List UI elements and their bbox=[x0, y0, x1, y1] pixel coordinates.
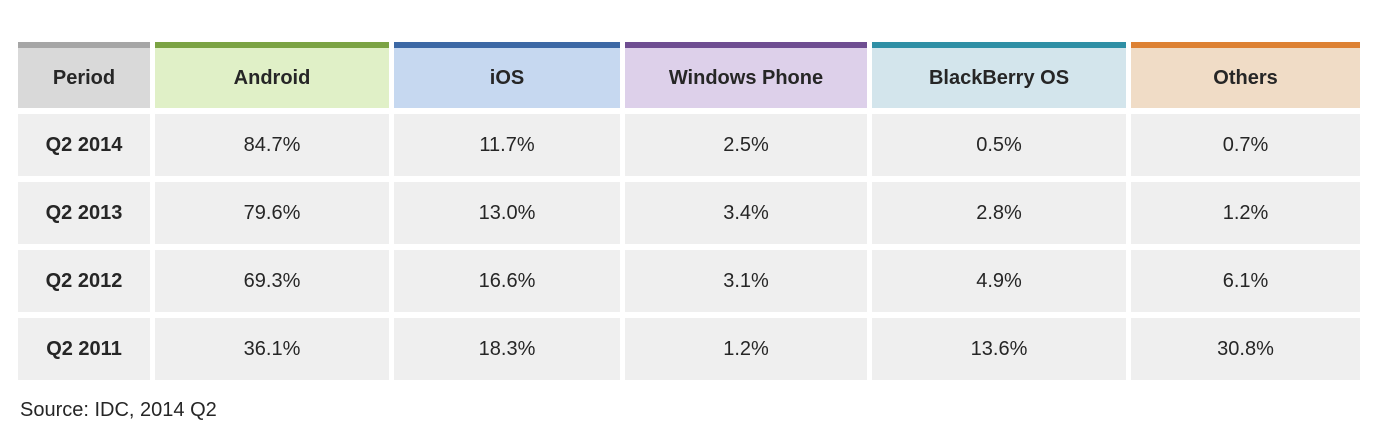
column-header-blackberry-os: BlackBerry OS bbox=[872, 42, 1126, 108]
column-header-period: Period bbox=[18, 42, 150, 108]
period-cell: Q2 2012 bbox=[18, 250, 150, 312]
market-share-table: Period Android iOS Windows Phone BlackBe… bbox=[13, 36, 1365, 386]
period-cell: Q2 2013 bbox=[18, 182, 150, 244]
value-cell-android: 79.6% bbox=[155, 182, 389, 244]
period-cell: Q2 2014 bbox=[18, 114, 150, 176]
value-cell-ios: 16.6% bbox=[394, 250, 620, 312]
value-cell-windows-phone: 3.4% bbox=[625, 182, 867, 244]
value-cell-others: 1.2% bbox=[1131, 182, 1360, 244]
value-cell-android: 36.1% bbox=[155, 318, 389, 380]
table-row: Q2 2011 36.1% 18.3% 1.2% 13.6% 30.8% bbox=[18, 318, 1360, 380]
column-header-others: Others bbox=[1131, 42, 1360, 108]
source-note: Source: IDC, 2014 Q2 bbox=[20, 399, 217, 421]
value-cell-android: 84.7% bbox=[155, 114, 389, 176]
value-cell-ios: 11.7% bbox=[394, 114, 620, 176]
value-cell-ios: 18.3% bbox=[394, 318, 620, 380]
value-cell-blackberry-os: 2.8% bbox=[872, 182, 1126, 244]
value-cell-android: 69.3% bbox=[155, 250, 389, 312]
value-cell-others: 6.1% bbox=[1131, 250, 1360, 312]
value-cell-ios: 13.0% bbox=[394, 182, 620, 244]
table-row: Q2 2014 84.7% 11.7% 2.5% 0.5% 0.7% bbox=[18, 114, 1360, 176]
column-header-ios: iOS bbox=[394, 42, 620, 108]
table-row: Q2 2013 79.6% 13.0% 3.4% 2.8% 1.2% bbox=[18, 182, 1360, 244]
value-cell-windows-phone: 2.5% bbox=[625, 114, 867, 176]
value-cell-others: 0.7% bbox=[1131, 114, 1360, 176]
value-cell-blackberry-os: 13.6% bbox=[872, 318, 1126, 380]
value-cell-blackberry-os: 4.9% bbox=[872, 250, 1126, 312]
column-header-windows-phone: Windows Phone bbox=[625, 42, 867, 108]
header-row: Period Android iOS Windows Phone BlackBe… bbox=[18, 42, 1360, 108]
table-row: Q2 2012 69.3% 16.6% 3.1% 4.9% 6.1% bbox=[18, 250, 1360, 312]
period-cell: Q2 2011 bbox=[18, 318, 150, 380]
column-header-android: Android bbox=[155, 42, 389, 108]
value-cell-others: 30.8% bbox=[1131, 318, 1360, 380]
value-cell-windows-phone: 3.1% bbox=[625, 250, 867, 312]
value-cell-windows-phone: 1.2% bbox=[625, 318, 867, 380]
value-cell-blackberry-os: 0.5% bbox=[872, 114, 1126, 176]
